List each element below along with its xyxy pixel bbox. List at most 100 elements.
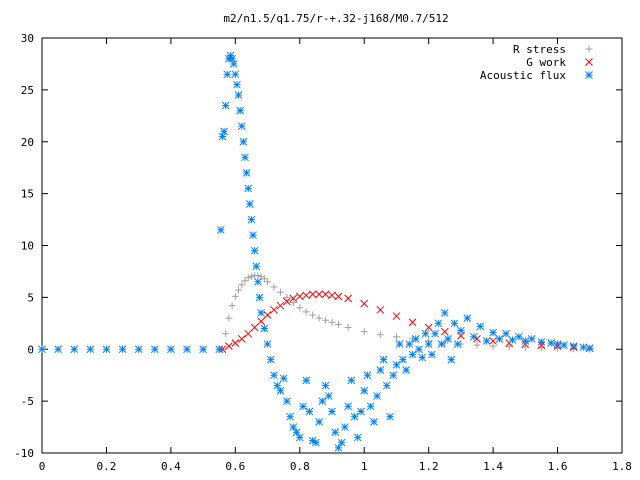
data-point [482, 337, 491, 345]
data-point [585, 344, 594, 353]
data-point [370, 418, 378, 426]
x-tick-label: 1.4 [483, 460, 503, 473]
data-point [515, 332, 523, 341]
data-point [418, 353, 427, 362]
x-tick-label: 1.8 [612, 460, 632, 473]
data-point [222, 330, 230, 338]
data-point [295, 292, 304, 301]
data-point [337, 438, 346, 447]
data-point [440, 309, 449, 317]
x-tick-label: 0 [39, 460, 46, 473]
data-point [118, 345, 127, 354]
data-point [237, 122, 246, 131]
data-point [463, 314, 472, 322]
data-point [237, 335, 246, 343]
data-point [344, 294, 352, 303]
data-point [289, 299, 297, 307]
data-point [276, 301, 285, 310]
data-point [289, 294, 298, 303]
data-point [276, 386, 285, 395]
data-point [415, 345, 423, 354]
data-point [321, 290, 330, 299]
data-point [236, 106, 245, 115]
data-point [249, 231, 257, 239]
data-point [315, 418, 323, 426]
data-point [399, 355, 407, 364]
data-point [231, 292, 239, 300]
data-point [334, 320, 342, 328]
data-point [360, 328, 368, 336]
data-point [408, 350, 417, 359]
data-point [450, 319, 459, 328]
data-point [373, 392, 381, 400]
data-point [199, 345, 207, 354]
data-point [521, 337, 530, 345]
data-point [134, 345, 143, 354]
data-point [505, 343, 513, 351]
data-point [225, 342, 233, 350]
data-point [270, 283, 278, 291]
data-point [225, 314, 233, 322]
data-point [254, 272, 262, 280]
data-point [233, 80, 241, 89]
data-point [318, 397, 327, 405]
y-tick-label: 0 [27, 343, 34, 356]
data-point [270, 305, 278, 314]
data-point [86, 345, 95, 354]
data-point [283, 293, 291, 301]
y-tick-label: 20 [21, 136, 34, 149]
data-point [321, 381, 330, 390]
data-point [283, 297, 291, 306]
data-point [376, 331, 384, 339]
x-tick-label: 1.2 [419, 460, 439, 473]
data-point [315, 290, 323, 299]
data-point [216, 226, 225, 234]
data-point [395, 340, 404, 348]
data-point [328, 407, 336, 416]
y-tick-label: -5 [21, 395, 34, 408]
y-tick-label: 25 [21, 84, 34, 97]
series-acoustic-flux [38, 51, 594, 452]
data-point [244, 184, 253, 193]
data-point [537, 338, 546, 346]
y-tick-label: 10 [21, 240, 34, 253]
y-tick-label: 15 [21, 188, 34, 201]
data-point [360, 386, 369, 395]
data-point [502, 329, 510, 338]
data-point [392, 360, 401, 369]
data-marks [38, 51, 594, 452]
data-point [260, 275, 268, 283]
data-point [221, 101, 230, 110]
data-point [270, 371, 278, 380]
data-point [215, 345, 224, 354]
data-point [360, 299, 369, 308]
data-point [424, 340, 433, 348]
data-point [302, 291, 311, 300]
legend-label: Acoustic flux [480, 69, 566, 82]
data-point [489, 342, 497, 350]
data-point [324, 392, 333, 400]
data-point [260, 324, 269, 333]
data-point [402, 366, 410, 374]
data-point [254, 277, 262, 286]
data-point [376, 305, 385, 314]
x-tick-label: 0.8 [290, 460, 310, 473]
data-point [560, 341, 568, 349]
data-point [328, 318, 336, 326]
y-tick-label: 5 [27, 291, 34, 304]
legend-label: G work [526, 56, 566, 69]
data-point [279, 374, 288, 383]
data-point [347, 376, 356, 385]
data-point [382, 381, 391, 390]
data-point [363, 371, 372, 380]
legend-label: R stress [513, 43, 566, 56]
data-point [408, 318, 417, 327]
data-point [428, 350, 436, 359]
data-point [431, 329, 439, 338]
data-point [223, 70, 232, 79]
data-point [308, 290, 317, 299]
data-point [252, 262, 261, 271]
data-point [440, 327, 449, 336]
